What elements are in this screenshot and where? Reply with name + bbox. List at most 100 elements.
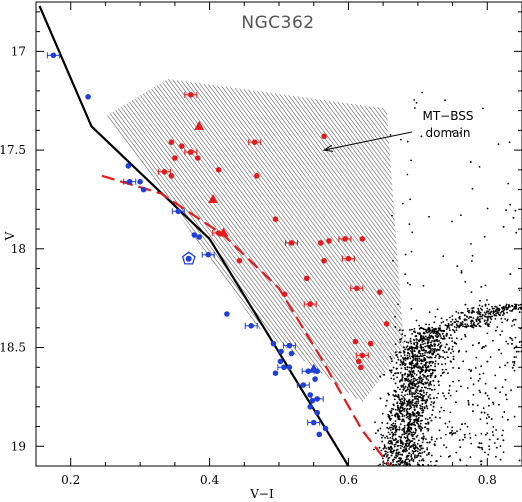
- field-star: [402, 408, 405, 411]
- blue-circle-point: [50, 52, 57, 59]
- field-star: [401, 450, 404, 453]
- red-circle-point: [307, 301, 314, 307]
- field-star: [478, 373, 481, 376]
- field-star: [481, 305, 484, 308]
- field-star: [447, 324, 450, 327]
- field-star: [420, 355, 423, 358]
- field-star: [410, 440, 413, 442]
- field-star: [491, 307, 494, 310]
- field-star: [382, 466, 384, 468]
- field-star: [486, 207, 489, 210]
- field-star: [452, 366, 454, 369]
- field-star: [421, 441, 424, 444]
- field-star: [406, 379, 409, 382]
- field-star: [492, 434, 495, 436]
- field-star: [390, 412, 392, 414]
- field-star: [432, 361, 434, 363]
- field-star: [397, 396, 399, 398]
- field-star: [479, 315, 482, 318]
- blue-circle-point: [300, 382, 307, 388]
- field-star: [423, 391, 425, 394]
- field-star: [415, 400, 418, 403]
- field-star: [414, 390, 417, 393]
- red-circle-point: [317, 240, 324, 246]
- field-star: [390, 357, 393, 360]
- field-star: [445, 328, 448, 331]
- field-star: [413, 444, 416, 446]
- x-tick-label: 0.6: [339, 473, 358, 487]
- field-star: [419, 420, 422, 422]
- field-star: [412, 375, 415, 378]
- field-star: [401, 469, 403, 471]
- field-star: [424, 417, 427, 420]
- field-star: [381, 412, 384, 415]
- field-star: [421, 394, 423, 396]
- blue-circle-point: [137, 178, 143, 185]
- field-star: [426, 338, 429, 341]
- field-star: [479, 307, 482, 310]
- field-star: [398, 467, 400, 469]
- field-star: [445, 351, 448, 354]
- field-star: [379, 397, 382, 400]
- field-star: [407, 378, 410, 380]
- field-star: [412, 431, 415, 433]
- field-star: [421, 407, 424, 410]
- field-star: [427, 387, 429, 390]
- blue-triangle-point: [308, 363, 319, 373]
- field-star: [425, 323, 427, 326]
- field-star: [401, 445, 404, 448]
- field-star: [385, 435, 388, 438]
- field-star: [391, 426, 393, 429]
- field-star: [492, 401, 494, 404]
- field-star: [425, 378, 428, 380]
- field-star: [418, 333, 421, 336]
- field-star: [404, 359, 407, 361]
- field-star: [408, 468, 410, 470]
- y-axis-ticks: [36, 11, 522, 467]
- field-star: [437, 363, 440, 365]
- field-star: [415, 374, 418, 376]
- field-star: [464, 436, 466, 439]
- field-star: [383, 444, 386, 446]
- field-star: [435, 438, 438, 440]
- field-star: [406, 386, 409, 389]
- field-star: [393, 439, 395, 441]
- field-star: [419, 425, 421, 427]
- field-star: [401, 402, 403, 405]
- field-star: [424, 363, 427, 366]
- field-star: [415, 335, 418, 337]
- red-circle-point: [168, 173, 175, 179]
- field-star: [444, 422, 447, 425]
- field-star: [469, 161, 472, 163]
- field-star: [413, 442, 416, 444]
- field-star: [389, 419, 392, 422]
- field-star: [434, 315, 437, 318]
- field-star: [432, 353, 435, 355]
- field-star: [416, 404, 418, 407]
- field-star: [481, 347, 483, 350]
- field-star: [512, 364, 515, 366]
- field-star: [422, 438, 425, 441]
- field-star: [381, 422, 384, 424]
- field-star: [393, 445, 396, 448]
- field-star: [480, 365, 483, 368]
- field-star: [408, 348, 410, 351]
- field-star: [411, 431, 413, 434]
- field-star: [426, 341, 429, 344]
- red-circle-point: [354, 285, 360, 292]
- field-star: [478, 312, 480, 315]
- field-star: [394, 433, 397, 436]
- field-star: [444, 99, 446, 102]
- field-star: [501, 386, 504, 389]
- y-tick-label: 18.5: [0, 341, 26, 355]
- field-star: [394, 437, 397, 440]
- field-star: [463, 318, 466, 321]
- field-star: [420, 459, 423, 462]
- field-star: [399, 453, 402, 456]
- field-star: [417, 468, 419, 470]
- field-star: [412, 450, 415, 453]
- field-star: [448, 347, 451, 350]
- field-star: [408, 459, 411, 462]
- field-star: [411, 348, 414, 351]
- field-star: [428, 383, 430, 386]
